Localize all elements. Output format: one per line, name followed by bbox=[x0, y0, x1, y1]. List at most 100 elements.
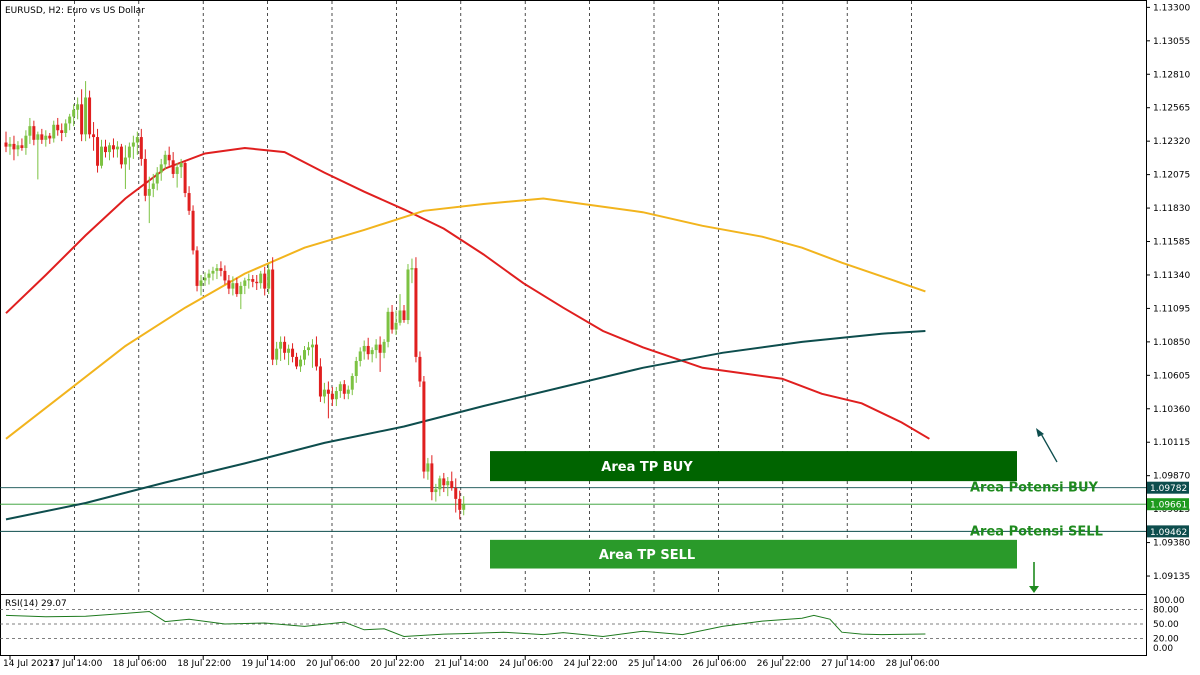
candle bbox=[458, 490, 462, 520]
candle bbox=[306, 341, 310, 356]
candle bbox=[131, 135, 135, 159]
candle bbox=[227, 274, 231, 295]
candle bbox=[28, 117, 32, 144]
candle bbox=[72, 104, 76, 127]
time-tick-label: 14 Jul 2023 bbox=[3, 659, 54, 669]
candle bbox=[12, 135, 16, 161]
candle bbox=[219, 261, 223, 277]
candle bbox=[314, 336, 318, 371]
candle bbox=[243, 277, 247, 295]
moving-average-line bbox=[5, 197, 926, 440]
time-tick-label: 21 Jul 14:00 bbox=[435, 659, 489, 669]
candle bbox=[454, 478, 458, 513]
time-tick-label: 25 Jul 14:00 bbox=[628, 659, 682, 669]
candle bbox=[446, 477, 450, 497]
candle bbox=[303, 345, 306, 366]
candle bbox=[199, 274, 203, 296]
candle bbox=[251, 274, 255, 288]
time-tick-label: 26 Jul 06:00 bbox=[692, 659, 746, 669]
candlesticks bbox=[4, 81, 466, 520]
time-tick-label: 18 Jul 06:00 bbox=[113, 659, 167, 669]
candle bbox=[434, 483, 438, 502]
rsi-tick-label: 80.00 bbox=[1153, 606, 1179, 616]
candle bbox=[271, 257, 275, 366]
candle bbox=[195, 246, 199, 292]
candle bbox=[366, 337, 370, 360]
candle bbox=[346, 385, 350, 400]
candle bbox=[430, 455, 434, 501]
candle bbox=[267, 264, 271, 295]
candle bbox=[263, 266, 267, 296]
candle bbox=[354, 356, 358, 383]
rsi-label: RSI(14) 29.07 bbox=[5, 599, 67, 609]
candle bbox=[64, 119, 68, 138]
candle bbox=[338, 381, 342, 398]
candle bbox=[191, 205, 195, 255]
rsi-line bbox=[5, 610, 926, 638]
price-tick-label: 1.11830 bbox=[1153, 204, 1190, 214]
time-tick-label: 27 Jul 14:00 bbox=[821, 659, 875, 669]
price-tick-label: 1.09135 bbox=[1153, 572, 1190, 582]
tp-zone-label: Area TP BUY bbox=[601, 460, 693, 475]
price-tick-label: 1.09870 bbox=[1153, 472, 1190, 482]
candle bbox=[255, 274, 259, 290]
price-tick-label: 1.11585 bbox=[1153, 238, 1190, 248]
candle bbox=[462, 496, 466, 516]
candle bbox=[100, 139, 104, 169]
candle bbox=[235, 277, 239, 297]
price-level-tag-text: 1.09661 bbox=[1150, 501, 1187, 511]
annotations: Area Potensi BUY Area Potensi SELL bbox=[970, 481, 1103, 540]
candle bbox=[299, 355, 303, 372]
time-tick-label: 17 Jul 14:00 bbox=[48, 659, 102, 669]
candle bbox=[171, 152, 175, 179]
candle bbox=[279, 336, 283, 361]
price-level-tag-text: 1.09782 bbox=[1150, 484, 1187, 494]
candle bbox=[322, 382, 326, 404]
candle bbox=[40, 128, 44, 144]
candle bbox=[287, 344, 291, 366]
candle bbox=[32, 120, 36, 146]
candle bbox=[183, 161, 187, 198]
candle bbox=[92, 122, 96, 151]
candle bbox=[8, 137, 12, 155]
candle bbox=[147, 176, 151, 224]
candle bbox=[426, 457, 430, 480]
tp-zone bbox=[490, 451, 1017, 482]
candle bbox=[56, 117, 60, 136]
candle bbox=[291, 343, 295, 363]
chart-title: EURUSD, H2: Euro vs US Dollar bbox=[5, 6, 145, 16]
candle bbox=[151, 173, 155, 198]
candle bbox=[374, 339, 378, 359]
down-arrow-icon bbox=[1029, 562, 1039, 593]
candle bbox=[52, 120, 56, 143]
candle bbox=[386, 307, 390, 348]
price-tick-label: 1.10115 bbox=[1153, 438, 1190, 448]
candle bbox=[410, 258, 414, 284]
candle bbox=[163, 150, 167, 170]
candle bbox=[76, 97, 80, 120]
candle bbox=[179, 158, 183, 179]
time-tick-label: 28 Jul 06:00 bbox=[886, 659, 940, 669]
price-tick-label: 1.12565 bbox=[1153, 104, 1190, 114]
candle bbox=[60, 123, 64, 142]
candle bbox=[135, 131, 139, 155]
candle bbox=[378, 336, 382, 372]
candle bbox=[450, 471, 454, 491]
price-tick-label: 1.10850 bbox=[1153, 338, 1190, 348]
price-tick-label: 1.10605 bbox=[1153, 371, 1190, 381]
horizontal-lines: 1.09782 1.09661 1.09462 bbox=[0, 481, 1189, 538]
candle bbox=[362, 340, 366, 360]
candle bbox=[207, 269, 211, 285]
candle bbox=[119, 143, 123, 169]
price-tick-label: 1.09380 bbox=[1153, 539, 1190, 549]
time-grid bbox=[74, 1, 912, 594]
up-arrow-icon bbox=[1036, 428, 1058, 463]
candle bbox=[36, 131, 40, 180]
price-level-tag bbox=[1147, 525, 1189, 538]
candle bbox=[247, 273, 251, 289]
time-tick-label: 19 Jul 14:00 bbox=[242, 659, 296, 669]
candle bbox=[358, 347, 362, 367]
candle bbox=[143, 149, 147, 202]
candle bbox=[390, 305, 394, 334]
